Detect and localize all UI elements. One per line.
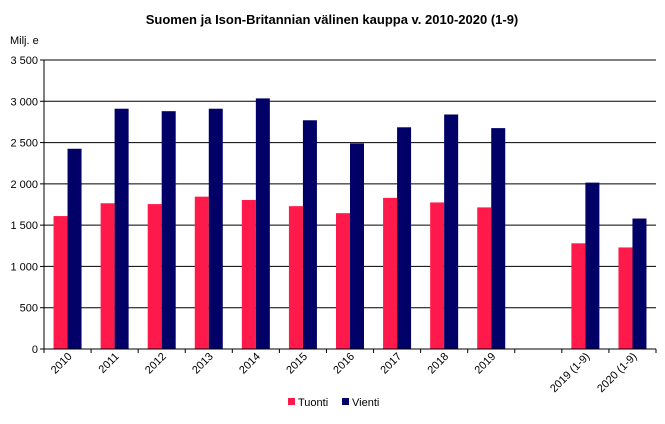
bar-vienti (585, 182, 600, 349)
bar-tuonti (618, 247, 633, 349)
bar-tuonti (383, 197, 398, 349)
legend: Tuonti Vienti (288, 397, 379, 409)
x-tick-label: 2010 (49, 351, 75, 377)
bar-vienti (161, 111, 176, 350)
bar-tuonti (241, 199, 256, 349)
legend-label-vienti: Vienti (352, 397, 379, 409)
legend-label-tuonti: Tuonti (298, 397, 328, 409)
bar-vienti (491, 128, 506, 349)
y-tick-label: 0 (32, 344, 38, 356)
bar-vienti (114, 108, 129, 350)
x-tick-label: 2019 (1-9) (548, 351, 592, 395)
bars (53, 98, 647, 350)
x-tick-label: 2016 (331, 351, 357, 377)
x-tick-label: 2020 (1-9) (595, 351, 639, 395)
bar-vienti (302, 120, 317, 349)
y-tick-label: 2 000 (10, 179, 38, 191)
x-tick-label: 2014 (237, 351, 263, 377)
x-tick-label: 2013 (190, 351, 216, 377)
x-tick-label: 2019 (473, 351, 499, 377)
bar-tuonti (477, 207, 492, 349)
y-tick-label: 1 500 (10, 220, 38, 232)
y-tick-label: 500 (20, 303, 38, 315)
bar-tuonti (430, 202, 445, 349)
legend-swatch-vienti (342, 398, 349, 405)
bar-tuonti (147, 204, 162, 349)
bar-tuonti (194, 196, 209, 349)
x-tick-label: 2015 (284, 351, 310, 377)
bar-vienti (632, 218, 647, 349)
bar-vienti (208, 108, 223, 350)
y-tick-label: 3 500 (10, 55, 38, 67)
y-tick-label: 2 500 (10, 138, 38, 150)
bar-vienti (397, 127, 412, 349)
legend-swatch-tuonti (288, 398, 295, 405)
x-tick-label: 2011 (97, 351, 122, 376)
x-tick-label: 2012 (143, 351, 169, 377)
x-tick-label: 2017 (378, 351, 404, 377)
y-axis-ticks: 0 500 1 000 1 500 2 000 2 500 3 000 3 500 (10, 55, 44, 356)
bar-tuonti (571, 243, 586, 349)
bar-vienti (444, 114, 459, 349)
bar-tuonti (100, 203, 115, 349)
bar-vienti (255, 98, 270, 349)
y-tick-label: 1 000 (10, 261, 38, 273)
bar-tuonti (288, 206, 303, 349)
chart-title: Suomen ja Ison-Britannian välinen kauppa… (146, 12, 519, 27)
bar-vienti (350, 143, 364, 349)
axes (43, 60, 656, 350)
bar-vienti (67, 148, 82, 349)
bar-tuonti (336, 213, 350, 349)
x-axis-ticks: 2010 2011 2012 2013 2014 2015 2016 2017 2018 2019… (43, 349, 657, 395)
y-tick-label: 3 000 (10, 96, 38, 108)
bar-tuonti (53, 216, 68, 349)
x-tick-label: 2018 (425, 351, 451, 377)
y-axis-unit-label: Milj. e (10, 35, 39, 47)
